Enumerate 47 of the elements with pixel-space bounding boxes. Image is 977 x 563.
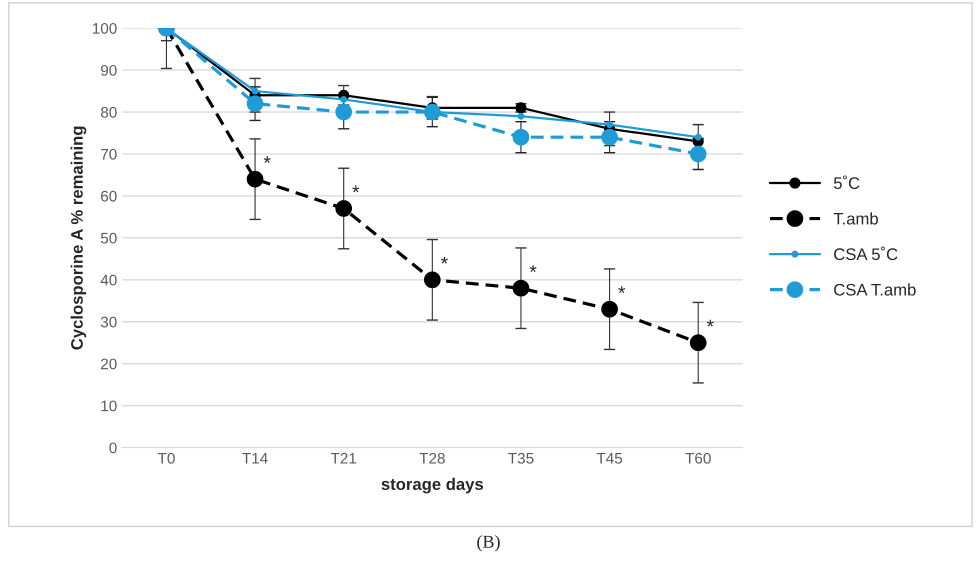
point (606, 121, 614, 128)
annotation: * (706, 320, 714, 327)
y-tick-label: 30 (100, 316, 117, 328)
x-tick-label: T35 (508, 452, 534, 464)
point (512, 128, 530, 146)
x-tick-label: T28 (420, 452, 445, 464)
y-tick-label: 60 (101, 190, 117, 202)
point (601, 300, 618, 318)
legend-label: T.amb (834, 212, 878, 225)
point (340, 96, 348, 103)
x-tick-label: T60 (685, 452, 711, 464)
x-tick-label: T45 (596, 453, 622, 464)
y-tick-label: 100 (92, 23, 117, 34)
annotation: * (264, 156, 271, 164)
point (335, 104, 352, 120)
point (246, 95, 264, 112)
point (252, 88, 259, 95)
y-tick-label: 40 (100, 274, 117, 286)
y-tick-label: 50 (100, 232, 117, 244)
y-tick-label: 10 (101, 400, 117, 412)
annotation: * (618, 286, 626, 294)
point (246, 170, 264, 188)
point (335, 200, 352, 217)
legend-label: 5˚C (834, 175, 860, 190)
y-tick-label: 80 (100, 106, 117, 118)
annotation: * (440, 256, 448, 264)
point (694, 134, 702, 141)
y-tick-label: 20 (101, 358, 117, 370)
y-tick-label: 90 (100, 64, 117, 76)
x-tick-label: T14 (242, 453, 268, 464)
x-axis-title: storage days (382, 478, 484, 494)
annotation: * (352, 186, 360, 192)
point (601, 128, 618, 146)
point (512, 280, 530, 297)
point (517, 112, 524, 120)
x-tick-label: T21 (330, 452, 356, 464)
legend-label: CSA 5˚C (834, 246, 898, 260)
x-tick-label: T0 (158, 452, 175, 464)
y-tick-label: 0 (109, 442, 117, 454)
y-tick-label: 70 (101, 148, 117, 160)
point (424, 271, 441, 288)
point (690, 146, 707, 162)
annotation: * (530, 265, 537, 272)
y-axis-title: Cyclosporine A % remaining (70, 126, 86, 350)
point (690, 334, 707, 352)
legend-label: CSA T.amb (834, 283, 916, 296)
text: (B) (477, 535, 500, 552)
